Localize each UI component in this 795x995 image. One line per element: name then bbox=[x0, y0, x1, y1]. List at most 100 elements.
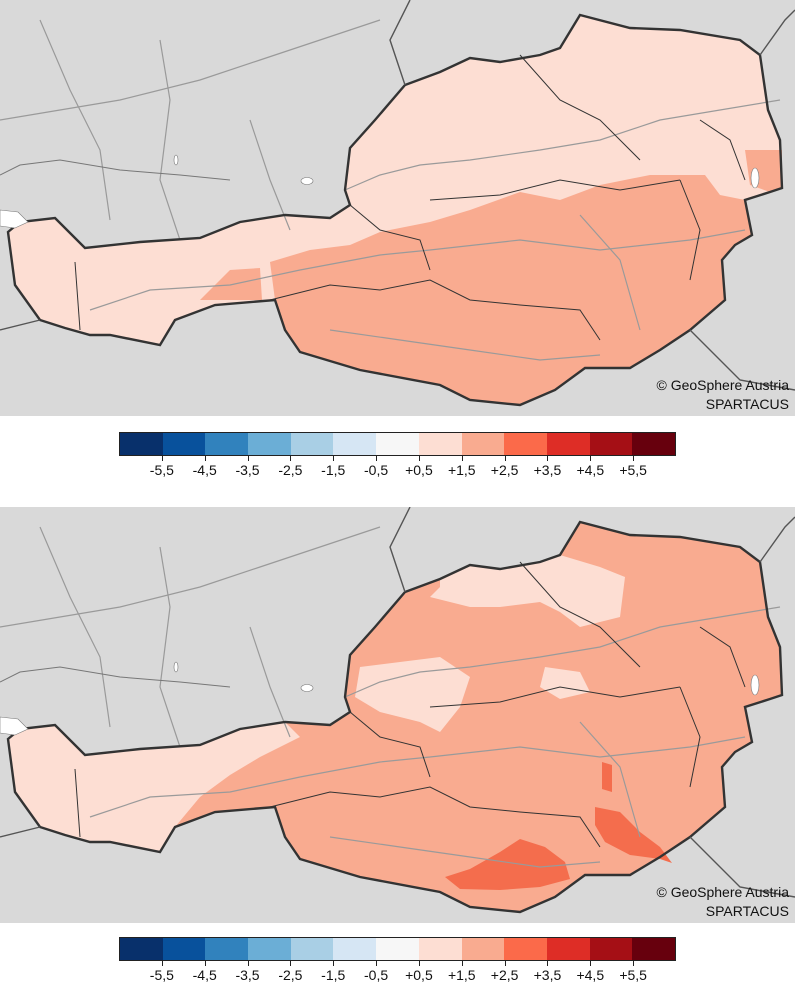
legend-swatch bbox=[504, 433, 547, 455]
legend-swatch bbox=[120, 938, 163, 960]
legend-tick-label: -0,5 bbox=[364, 462, 389, 478]
legend-tick bbox=[547, 456, 549, 461]
legend-tick-label: +0,5 bbox=[405, 462, 433, 478]
legend-tick bbox=[504, 456, 506, 461]
legend-swatch bbox=[205, 433, 249, 455]
colorbar-ticks: -5,5 -4,5 -3,5 -2,5 -1,5 -0,5 +0,5 +1,5 +2,5 +3,5… bbox=[0, 935, 795, 995]
legend-swatch bbox=[376, 938, 419, 960]
legend-swatch bbox=[461, 433, 505, 455]
legend-tick bbox=[290, 961, 292, 966]
legend-tick-label: +1,5 bbox=[447, 462, 476, 478]
temperature-anomaly-map-bottom bbox=[0, 507, 795, 914]
legend-swatch bbox=[290, 433, 334, 455]
legend-tick-label: +2,5 bbox=[490, 462, 519, 478]
legend-tick-label: +3,5 bbox=[533, 967, 562, 983]
credit-label: © GeoSphere Austria bbox=[656, 377, 789, 393]
legend-swatch bbox=[546, 938, 590, 960]
legend-swatch bbox=[333, 433, 377, 455]
austria-strong-patch bbox=[602, 762, 612, 792]
legend-tick bbox=[204, 961, 206, 966]
austria-light-region-north bbox=[430, 555, 625, 627]
legend-tick-label: +5,5 bbox=[619, 967, 647, 983]
austria-light-region-west bbox=[8, 722, 300, 852]
color-legend-bottom: -5,5 -4,5 -3,5 -2,5 -1,5 -0,5 +0,5 +1,5 +2,5 +3,5… bbox=[0, 935, 795, 995]
legend-tick-label: +4,5 bbox=[576, 967, 605, 983]
legend-swatch bbox=[248, 938, 291, 960]
legend-tick bbox=[590, 961, 592, 966]
legend-tick-label: +2,5 bbox=[490, 967, 519, 983]
legend-tick-label: -4,5 bbox=[192, 462, 217, 478]
legend-tick-label: +5,5 bbox=[619, 462, 647, 478]
legend-swatch bbox=[632, 938, 675, 960]
legend-tick-label: -5,5 bbox=[149, 967, 174, 983]
legend-swatch bbox=[248, 433, 291, 455]
legend-swatch bbox=[632, 433, 675, 455]
rivers bbox=[0, 526, 781, 868]
legend-swatch bbox=[589, 433, 633, 455]
legend-swatch bbox=[290, 938, 334, 960]
legend-swatch bbox=[546, 433, 590, 455]
legend-tick bbox=[333, 456, 335, 461]
legend-tick-label: -2,5 bbox=[278, 967, 303, 983]
legend-tick-label: -5,5 bbox=[149, 462, 174, 478]
legend-swatch bbox=[120, 433, 163, 455]
legend-swatch bbox=[333, 938, 377, 960]
legend-tick-label: -3,5 bbox=[235, 967, 260, 983]
map-panel-top: © GeoSphere Austria SPARTACUS bbox=[0, 0, 795, 416]
legend-tick-label: -4,5 bbox=[192, 967, 217, 983]
dataset-label: SPARTACUS bbox=[705, 903, 789, 919]
legend-tick bbox=[461, 961, 463, 966]
lakes bbox=[0, 661, 760, 736]
legend-swatch bbox=[461, 938, 505, 960]
color-legend-top: -5,5 -4,5 -3,5 -2,5 -1,5 -0,5 +0,5 +1,5 +2,5 +3,5… bbox=[0, 430, 795, 490]
legend-tick bbox=[247, 456, 249, 461]
legend-tick bbox=[376, 961, 378, 966]
colorbar bbox=[119, 432, 676, 456]
legend-swatch bbox=[162, 938, 206, 960]
legend-tick bbox=[633, 961, 635, 966]
legend-tick bbox=[418, 456, 420, 461]
legend-tick-label: -1,5 bbox=[321, 462, 346, 478]
legend-tick bbox=[247, 961, 249, 966]
legend-swatch bbox=[418, 938, 462, 960]
austria-medium-patch-west bbox=[200, 268, 262, 300]
legend-swatch bbox=[205, 938, 249, 960]
legend-tick bbox=[290, 456, 292, 461]
legend-tick bbox=[161, 456, 163, 461]
legend-tick bbox=[204, 456, 206, 461]
legend-tick-label: +1,5 bbox=[447, 967, 476, 983]
legend-swatch bbox=[418, 433, 462, 455]
legend-tick-label: +4,5 bbox=[576, 462, 605, 478]
legend-swatch bbox=[376, 433, 419, 455]
legend-tick bbox=[547, 961, 549, 966]
legend-tick bbox=[376, 456, 378, 461]
legend-tick bbox=[633, 456, 635, 461]
legend-tick bbox=[333, 961, 335, 966]
rivers bbox=[0, 19, 781, 361]
austria-strong-region-carinthia bbox=[445, 839, 570, 890]
legend-swatch bbox=[162, 433, 206, 455]
legend-tick bbox=[590, 456, 592, 461]
colorbar bbox=[119, 937, 676, 961]
lakes bbox=[0, 154, 760, 229]
legend-tick-label: -0,5 bbox=[364, 967, 389, 983]
legend-swatch bbox=[504, 938, 547, 960]
legend-tick bbox=[418, 961, 420, 966]
credit-label: © GeoSphere Austria bbox=[656, 884, 789, 900]
borders bbox=[0, 0, 795, 407]
legend-tick bbox=[504, 961, 506, 966]
dataset-label: SPARTACUS bbox=[705, 396, 789, 412]
temperature-anomaly-map-top bbox=[0, 0, 795, 407]
legend-tick-label: -2,5 bbox=[278, 462, 303, 478]
austria-strong-region-styria bbox=[595, 807, 672, 863]
legend-tick bbox=[161, 961, 163, 966]
borders bbox=[0, 507, 795, 914]
colorbar-ticks: -5,5 -4,5 -3,5 -2,5 -1,5 -0,5 +0,5 +1,5 +2,5 +3,5… bbox=[0, 430, 795, 490]
map-panel-bottom: © GeoSphere Austria SPARTACUS bbox=[0, 507, 795, 923]
legend-tick-label: -1,5 bbox=[321, 967, 346, 983]
legend-tick-label: -3,5 bbox=[235, 462, 260, 478]
austria-light-patch bbox=[540, 667, 590, 699]
austria-light-region-center bbox=[355, 657, 470, 732]
legend-swatch bbox=[589, 938, 633, 960]
legend-tick-label: +3,5 bbox=[533, 462, 562, 478]
